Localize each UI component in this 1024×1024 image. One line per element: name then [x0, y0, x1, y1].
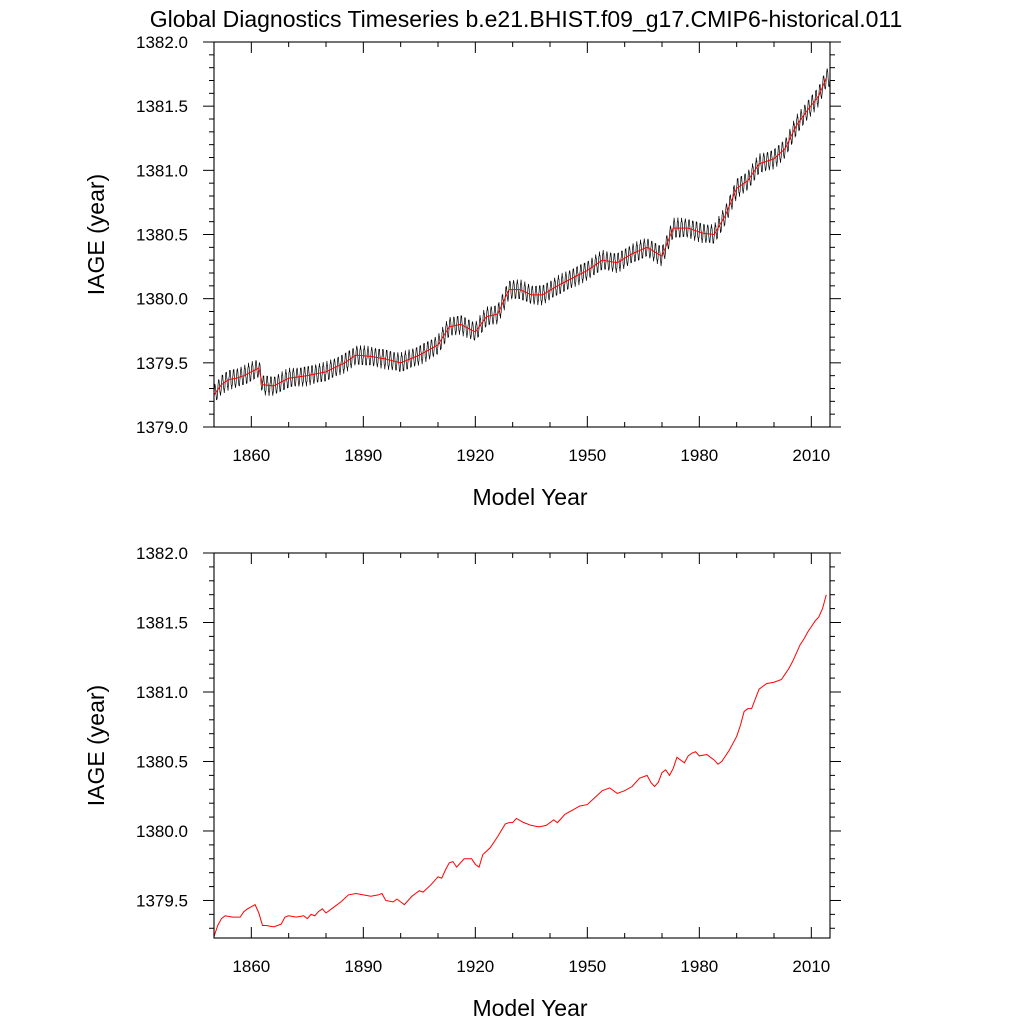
- y-tick-label: 1380.0: [136, 290, 188, 309]
- x-axis-title: Model Year: [472, 484, 587, 510]
- annual-mean-series-line-0: [214, 77, 827, 396]
- x-tick-label: 1980: [680, 957, 718, 976]
- x-tick-label: 1950: [568, 446, 606, 465]
- annual-mean-series-line-1: [214, 594, 827, 937]
- y-tick-label: 1379.0: [136, 418, 188, 437]
- y-tick-label: 1381.5: [136, 97, 188, 116]
- x-axis-title: Model Year: [472, 995, 587, 1021]
- data-lines: [214, 594, 827, 937]
- x-tick-label: 1860: [232, 446, 270, 465]
- y-tick-label: 1379.5: [136, 354, 188, 373]
- y-tick-label: 1380.5: [136, 226, 188, 245]
- x-tick-label: 1920: [456, 957, 494, 976]
- figure-title: Global Diagnostics Timeseries b.e21.BHIS…: [150, 6, 903, 32]
- y-tick-label: 1379.5: [136, 891, 188, 910]
- y-tick-label: 1382.0: [136, 33, 188, 52]
- y-tick-label: 1381.0: [136, 683, 188, 702]
- x-tick-label: 1890: [344, 957, 382, 976]
- data-lines: [214, 68, 830, 401]
- x-tick-label: 2010: [792, 446, 830, 465]
- y-tick-label: 1381.0: [136, 161, 188, 180]
- plot-frame: [213, 41, 831, 428]
- y-tick-label: 1381.5: [136, 613, 188, 632]
- plot-frame: [213, 552, 831, 939]
- x-tick-label: 1950: [568, 957, 606, 976]
- x-tick-label: 1980: [680, 446, 718, 465]
- top-panel-plot: 1860 1890 1920 1950 1980 2010 1379.0 1379.5 1380…: [83, 33, 841, 510]
- x-tick-label: 1890: [344, 446, 382, 465]
- y-axis-title: IAGE (year): [83, 685, 109, 806]
- y-tick-label: 1380.0: [136, 822, 188, 841]
- x-tick-label: 1860: [232, 957, 270, 976]
- y-tick-label: 1380.5: [136, 752, 188, 771]
- monthly-series-line-0: [214, 68, 830, 401]
- bottom-panel-plot: 1860 1890 1920 1950 1980 2010 1379.5 1380.0 1380…: [83, 544, 841, 1021]
- x-tick-label: 2010: [792, 957, 830, 976]
- x-tick-label: 1920: [456, 446, 494, 465]
- y-axis-title: IAGE (year): [83, 174, 109, 295]
- y-tick-label: 1382.0: [136, 544, 188, 563]
